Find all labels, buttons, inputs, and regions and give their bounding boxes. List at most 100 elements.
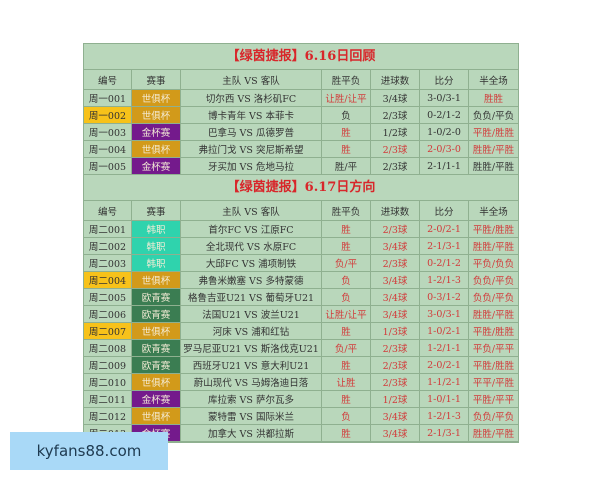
match-teams-cell: 首尔FC VS 江原FC xyxy=(181,221,322,237)
win-draw-loss-cell: 负 xyxy=(322,289,371,305)
score-cell: 1-2/1-3 xyxy=(420,272,469,288)
section-title: 【绿茵捷报】6.17日方向 xyxy=(84,175,518,201)
win-draw-loss-cell: 负/平 xyxy=(322,340,371,356)
row-id-cell: 周一004 xyxy=(84,141,132,157)
header-row: 编号 赛事 主队 VS 客队 胜平负 进球数 比分 半全场 xyxy=(84,70,518,90)
competition-cell: 金杯赛 xyxy=(132,124,181,140)
half-full-time-cell: 平胜/胜胜 xyxy=(472,128,515,139)
score-cell: 1-2/1-3 xyxy=(420,408,469,424)
goals-cell: 3/4球 xyxy=(371,90,420,106)
win-draw-loss-cell: 胜 xyxy=(322,221,371,237)
half-full-time-cell: 平平/平胜 xyxy=(472,378,515,389)
win-draw-loss-cell: 胜 xyxy=(322,238,371,254)
win-draw-loss-cell: 让胜/让平 xyxy=(322,90,371,106)
half-full-time-cell: 负负/平负 xyxy=(472,412,515,423)
win-draw-loss-cell: 胜/平 xyxy=(322,158,371,174)
half-full-time-cell: 负负/平负 xyxy=(472,276,515,287)
goals-cell: 3/4球 xyxy=(371,272,420,288)
win-draw-loss-cell: 让胜/让平 xyxy=(322,306,371,322)
table-row: 周一002 世俱杯 博卡青年 VS 本菲卡负 2/3球 0-2/1-2 负负/平负 xyxy=(84,107,518,124)
column-header: 比分 xyxy=(420,70,469,89)
table-row: 周二010 世俱杯 蔚山现代 VS 马姆洛迪日落 让胜 2/3球 1-1/2-1 平平/平胜 xyxy=(84,374,518,391)
row-id-cell: 周二009 xyxy=(84,357,132,373)
competition-cell: 世俱杯 xyxy=(132,107,181,123)
match-teams-cell: 弗鲁米嫩塞 VS 多特蒙德 xyxy=(181,272,322,288)
score-cell: 0-2/1-2 xyxy=(420,255,469,271)
score-cell: 2-0/2-1 xyxy=(420,357,469,373)
table-row: 周二004 世俱杯 弗鲁米嫩塞 VS 多特蒙德负 3/4球 1-2/1-3 负负/平负 xyxy=(84,272,518,289)
half-full-time-cell: 平负/平平 xyxy=(472,344,515,355)
column-header: 比分 xyxy=(420,201,469,220)
win-draw-loss-cell: 负 xyxy=(322,272,371,288)
score-cell: 1-1/2-1 xyxy=(420,374,469,390)
column-header: 半全场 xyxy=(479,206,508,218)
match-teams-cell: 法国U21 VS 波兰U21 xyxy=(181,306,322,322)
match-teams-cell: 西班牙U21 VS 意大利U21 xyxy=(181,357,322,373)
goals-cell: 2/3球 xyxy=(371,357,420,373)
row-id-cell: 周一003 xyxy=(84,124,132,140)
match-teams-cell: 牙买加 VS 危地马拉 xyxy=(181,158,322,174)
win-draw-loss-cell: 胜 xyxy=(322,391,371,407)
goals-cell: 3/4球 xyxy=(371,408,420,424)
half-full-time-cell: 平负/负负 xyxy=(472,259,515,270)
score-cell: 2-1/3-1 xyxy=(420,425,469,441)
row-id-cell: 周二002 xyxy=(84,238,132,254)
table-row: 周二008 欧青赛 罗马尼亚U21 VS 斯洛伐克U21 负/平 2/3球 1-2/1-1… xyxy=(84,340,518,357)
competition-cell: 世俱杯 xyxy=(132,90,181,106)
table-row: 周二001 韩职 首尔FC VS 江原FC 胜 2/3球 2-0/2-1 平胜/胜胜 xyxy=(84,221,518,238)
table-row: 周二005 欧青赛 格鲁吉亚U21 VS 葡萄牙U21 负 3/4球 0-3/1-2 负负/… xyxy=(84,289,518,306)
row-id-cell: 周二004 xyxy=(84,272,132,288)
table-row: 周二009 欧青赛 西班牙U21 VS 意大利U21 胜 2/3球 2-0/2-1 平胜/胜… xyxy=(84,357,518,374)
row-id-cell: 周二006 xyxy=(84,306,132,322)
score-cell: 2-1/1-1 xyxy=(420,158,469,174)
win-draw-loss-cell: 让胜 xyxy=(322,374,371,390)
column-header: 编号 xyxy=(84,201,132,220)
score-cell: 1-0/1-1 xyxy=(420,391,469,407)
column-header: 编号 xyxy=(84,70,132,89)
column-header: 赛事 xyxy=(132,201,181,220)
win-draw-loss-cell: 胜 xyxy=(322,357,371,373)
score-cell: 2-1/3-1 xyxy=(420,238,469,254)
competition-cell: 金杯赛 xyxy=(132,391,181,407)
win-draw-loss-cell: 胜 xyxy=(322,425,371,441)
column-header: 赛事 xyxy=(132,70,181,89)
competition-cell: 欧青赛 xyxy=(132,357,181,373)
competition-cell: 世俱杯 xyxy=(132,141,181,157)
row-id-cell: 周一005 xyxy=(84,158,132,174)
header-row: 编号 赛事 主队 VS 客队 胜平负 进球数 比分 半全场 xyxy=(84,201,518,221)
match-teams-cell: 加拿大 VS 洪都拉斯 xyxy=(181,425,322,441)
table-row: 周二002 韩职 全北现代 VS 水原FC 胜 3/4球 2-1/3-1 胜胜/平胜 xyxy=(84,238,518,255)
competition-cell: 世俱杯 xyxy=(132,323,181,339)
half-full-time-cell: 平胜/胜胜 xyxy=(472,327,515,338)
win-draw-loss-cell: 胜 xyxy=(322,124,371,140)
row-id-cell: 周二012 xyxy=(84,408,132,424)
half-full-time-cell: 平胜/胜胜 xyxy=(472,225,515,236)
score-cell: 3-0/3-1 xyxy=(420,306,469,322)
column-header: 主队 VS 客队 xyxy=(181,70,322,89)
goals-cell: 2/3球 xyxy=(371,141,420,157)
score-cell: 1-0/2-1 xyxy=(420,323,469,339)
win-draw-loss-cell: 负 xyxy=(322,107,371,123)
column-header: 进球数 xyxy=(371,70,420,89)
half-full-time-cell: 胜胜/平胜 xyxy=(472,162,515,173)
goals-cell: 3/4球 xyxy=(371,306,420,322)
competition-cell: 韩职 xyxy=(132,238,181,254)
score-cell: 0-3/1-2 xyxy=(420,289,469,305)
half-full-time-cell: 胜胜/平胜 xyxy=(472,310,515,321)
table-row: 周一005 金杯赛 牙买加 VS 危地马拉 胜/平 2/3球 2-1/1-1 胜胜/平胜 xyxy=(84,158,518,175)
match-teams-cell: 罗马尼亚U21 VS 斯洛伐克U21 xyxy=(181,340,322,356)
match-teams-cell: 蒙特雷 VS 国际米兰 xyxy=(181,408,322,424)
competition-cell: 金杯赛 xyxy=(132,158,181,174)
goals-cell: 2/3球 xyxy=(371,221,420,237)
win-draw-loss-cell: 负/平 xyxy=(322,255,371,271)
column-header: 半全场 xyxy=(479,75,508,87)
table-row: 周二006 欧青赛 法国U21 VS 波兰U21 让胜/让平 3/4球 3-0/3-1 胜胜… xyxy=(84,306,518,323)
table-row: 周二012 世俱杯 蒙特雷 VS 国际米兰负 3/4球 1-2/1-3 负负/平负 xyxy=(84,408,518,425)
half-full-time-cell: 负负/平负 xyxy=(472,293,515,304)
table-row: 周二007 世俱杯 河床 VS 浦和红钻胜 1/3球 1-0/2-1 平胜/胜胜 xyxy=(84,323,518,340)
table-row: 周一001 世俱杯 切尔西 VS 洛杉矶FC 让胜/让平 3/4球 3-0/3-1 胜胜 xyxy=(84,90,518,107)
row-id-cell: 周二003 xyxy=(84,255,132,271)
column-header: 进球数 xyxy=(371,201,420,220)
match-teams-cell: 蔚山现代 VS 马姆洛迪日落 xyxy=(181,374,322,390)
table-row: 周一004 世俱杯 弗拉门戈 VS 突尼斯希望胜 2/3球 2-0/3-0 胜胜/平胜 xyxy=(84,141,518,158)
